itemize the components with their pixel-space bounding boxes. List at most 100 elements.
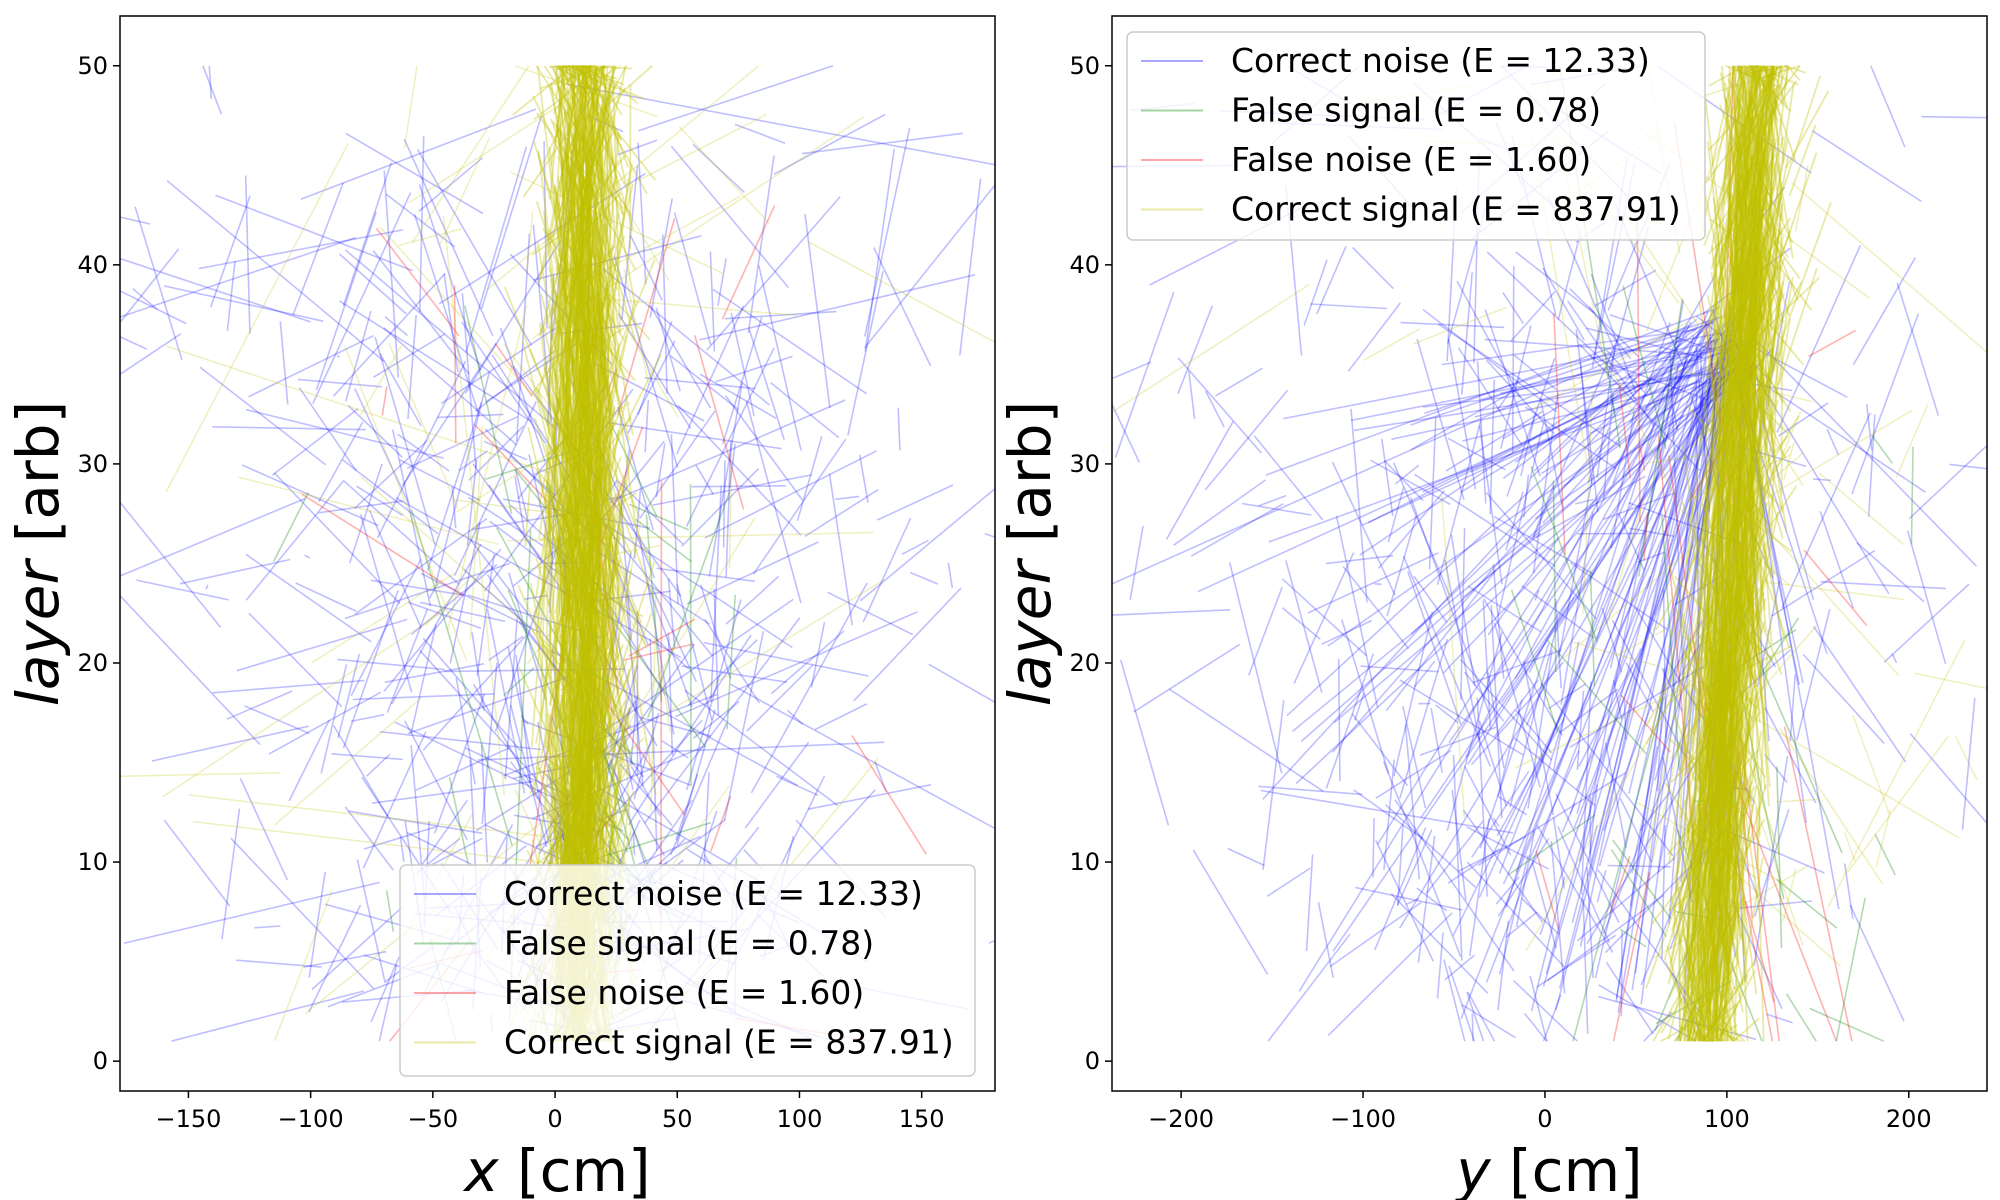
signal-track (1694, 828, 1721, 890)
signal-track (1723, 846, 1730, 976)
noise-track (1498, 334, 1707, 874)
signal-track (1755, 141, 1766, 434)
signal-track (1708, 697, 1711, 745)
right-y-axis-label: layer [arb] (996, 401, 1064, 706)
signal-track (591, 224, 607, 361)
noise-track (1303, 259, 1328, 326)
signal-track (1693, 860, 1711, 929)
signal-track (1697, 788, 1721, 1013)
signal-track (1750, 65, 1755, 70)
signal-track (1738, 397, 1741, 449)
noise-track (717, 258, 727, 306)
signal-track (1692, 563, 1732, 775)
signal-track (1699, 879, 1711, 1042)
noise-track (1456, 280, 1522, 399)
signal-track (1700, 589, 1746, 901)
noise-track (337, 653, 361, 739)
signal-track (572, 215, 592, 287)
noise-track (517, 384, 608, 500)
noise-track (1753, 755, 1789, 966)
signal-track (1754, 83, 1765, 276)
signal-track (1748, 111, 1761, 265)
signal-track (1700, 1032, 1707, 1042)
noise-track (518, 621, 645, 778)
signal-track (576, 416, 614, 700)
noise-track (1521, 585, 1596, 640)
false-signal-track (578, 761, 629, 853)
signal-track (1731, 174, 1757, 319)
signal-track (569, 292, 594, 549)
signal-track (1687, 1019, 1742, 1043)
signal-track (571, 450, 580, 607)
noise-track (1713, 761, 1731, 858)
noise-track (268, 691, 382, 755)
signal-track (1738, 178, 1764, 398)
noise-track (514, 469, 529, 522)
noise-track (632, 832, 636, 856)
noise-track (617, 406, 655, 531)
noise-track (513, 765, 571, 780)
signal-track (1711, 543, 1726, 769)
signal-track (1683, 651, 1767, 779)
noise-track (625, 593, 644, 786)
signal-track (567, 155, 579, 297)
signal-track (1713, 729, 1724, 914)
noise-track (708, 383, 743, 577)
signal-track (1723, 719, 1750, 1014)
signal-track (569, 409, 576, 525)
signal-track (1694, 660, 1764, 869)
signal-track (542, 541, 584, 780)
signal-track (579, 397, 586, 535)
noise-track (1375, 749, 1452, 799)
noise-track (1669, 789, 1731, 950)
signal-track (1709, 367, 1751, 665)
signal-track (1776, 798, 1821, 803)
noise-track (687, 639, 758, 707)
noise-track (449, 522, 481, 664)
signal-track (1737, 178, 1748, 233)
noise-track (372, 250, 470, 375)
signal-track (570, 649, 581, 793)
signal-track (1739, 255, 1745, 311)
signal-track (1756, 150, 1765, 448)
false-signal-track (594, 596, 706, 747)
signal-track (1708, 486, 1734, 663)
signal-track (1716, 658, 1720, 839)
signal-track (592, 566, 629, 732)
signal-track (1743, 257, 1786, 366)
noise-track (1721, 752, 1740, 880)
signal-track (565, 387, 568, 615)
left-y-axis-label: layer [arb] (4, 401, 72, 706)
signal-track (539, 561, 546, 716)
signal-track (1761, 65, 1769, 78)
signal-track (576, 65, 648, 195)
signal-track (1697, 903, 1740, 1038)
noise-track (847, 270, 884, 436)
signal-track (1702, 645, 1793, 691)
false-signal-track (410, 508, 513, 846)
signal-track (1719, 421, 1725, 730)
signal-track (1739, 485, 1771, 787)
signal-track (1748, 154, 1794, 244)
signal-track (1672, 693, 1688, 939)
noise-track (1620, 931, 1623, 1017)
signal-track (593, 65, 639, 105)
signal-track (556, 124, 584, 317)
signal-track (572, 426, 587, 737)
signal-track (1699, 617, 1736, 918)
signal-track (558, 65, 591, 309)
signal-track (1706, 899, 1719, 1042)
noise-track (1530, 318, 1698, 479)
signal-track (576, 582, 593, 785)
signal-track (570, 632, 599, 840)
noise-track (394, 721, 624, 832)
signal-track (1725, 468, 1733, 674)
x-tick-label: −100 (1330, 1105, 1396, 1133)
signal-track (565, 65, 571, 116)
signal-track (1721, 333, 1732, 429)
noise-track (336, 355, 340, 358)
noise-track (1605, 961, 1655, 1035)
signal-track (1740, 238, 1769, 318)
noise-track (304, 554, 311, 559)
noise-track (864, 148, 895, 352)
